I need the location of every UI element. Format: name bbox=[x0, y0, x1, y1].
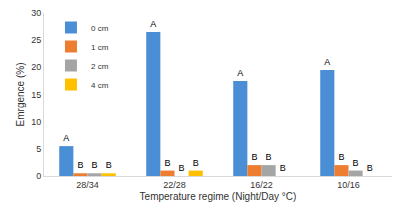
svg-text:5: 5 bbox=[36, 144, 41, 154]
svg-text:0: 0 bbox=[36, 171, 41, 181]
svg-text:B: B bbox=[179, 163, 185, 173]
svg-text:16/22: 16/22 bbox=[250, 180, 273, 190]
svg-text:28/34: 28/34 bbox=[76, 180, 99, 190]
svg-text:A: A bbox=[150, 19, 156, 29]
svg-text:25: 25 bbox=[31, 35, 41, 45]
svg-text:0 cm: 0 cm bbox=[91, 24, 109, 33]
svg-text:B: B bbox=[77, 160, 83, 170]
svg-text:B: B bbox=[193, 158, 199, 168]
svg-text:B: B bbox=[280, 163, 286, 173]
svg-text:B: B bbox=[92, 160, 98, 170]
svg-text:B: B bbox=[367, 163, 373, 173]
svg-text:B: B bbox=[164, 158, 170, 168]
svg-text:B: B bbox=[251, 152, 257, 162]
svg-text:B: B bbox=[353, 158, 359, 168]
svg-text:B: B bbox=[338, 152, 344, 162]
svg-text:A: A bbox=[324, 57, 330, 67]
svg-text:20: 20 bbox=[31, 62, 41, 72]
svg-text:4 cm: 4 cm bbox=[91, 81, 109, 90]
svg-text:10: 10 bbox=[31, 117, 41, 127]
svg-text:B: B bbox=[106, 160, 112, 170]
svg-text:2 cm: 2 cm bbox=[91, 62, 109, 71]
svg-text:Emrgence (%): Emrgence (%) bbox=[15, 63, 26, 127]
svg-text:22/28: 22/28 bbox=[163, 180, 186, 190]
svg-text:1 cm: 1 cm bbox=[91, 43, 109, 52]
svg-text:Temperature regime (Night/Day: Temperature regime (Night/Day °C) bbox=[140, 191, 297, 202]
svg-text:30: 30 bbox=[31, 8, 41, 18]
svg-text:15: 15 bbox=[31, 90, 41, 100]
svg-text:B: B bbox=[266, 152, 272, 162]
svg-text:10/16: 10/16 bbox=[337, 180, 360, 190]
svg-text:A: A bbox=[63, 133, 69, 143]
svg-text:A: A bbox=[237, 68, 243, 78]
